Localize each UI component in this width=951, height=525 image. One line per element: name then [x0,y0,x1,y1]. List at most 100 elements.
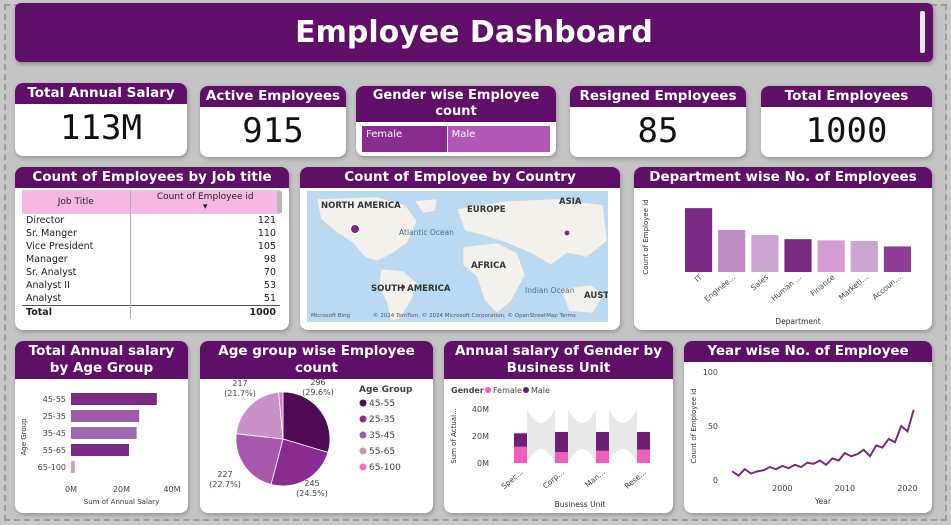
stacked-bar-segment[interactable] [637,431,650,450]
gender-stacked-bar[interactable]: Female Male [362,126,550,152]
y-tick-label: 65-100 [38,463,66,472]
stacked-bar-segment[interactable] [514,433,527,447]
series-line[interactable] [731,409,915,477]
table-row[interactable]: Analyst 51 [22,292,280,306]
table-scrollbar[interactable] [277,191,282,213]
bar[interactable] [718,230,746,272]
count-cell: 110 [129,227,280,240]
stacked-bar-segment[interactable] [596,450,609,463]
stacked-bar-segment[interactable] [555,452,568,463]
x-tick-label: 20M [113,485,130,494]
y-tick-label: 0 [713,476,718,485]
y-tick-label: 40M [472,405,489,414]
kpi-active[interactable]: Active Employees 915 [200,86,346,157]
table-row[interactable]: Director 121 [22,214,280,227]
legend-swatch[interactable] [485,387,491,393]
y-tick-label: 25-35 [43,412,66,421]
pie-slice[interactable] [270,438,329,487]
stacked-bar-segment[interactable] [555,431,568,453]
kpi-total-salary[interactable]: Total Annual Salary 113M [15,83,187,156]
kpi-total[interactable]: Total Employees 1000 [761,86,932,157]
legend-swatch[interactable] [359,447,367,455]
bar[interactable] [883,246,912,272]
map-bubble[interactable] [563,229,571,237]
x-tick-label: Sales [749,273,770,293]
count-cell: 51 [129,292,280,306]
bar[interactable] [71,393,157,405]
ribbon [527,409,555,463]
bar[interactable] [751,234,779,272]
pie-slice[interactable] [282,391,331,453]
year-line-chart[interactable]: Count of Employee id 0 50 100 2000 2010 2020 Ye… [684,362,932,513]
pie-slice[interactable] [235,433,284,485]
map-area[interactable]: NORTH AMERICA EUROPE ASIA AFRICA SOUTH A… [307,191,620,322]
map-bubble[interactable] [350,224,360,234]
slice-value-label: 245 [304,479,319,488]
kpi-resigned[interactable]: Resigned Employees 85 [570,86,746,157]
scrollbar[interactable] [920,11,925,53]
kpi-label: Resigned Employees [570,86,746,107]
x-tick-label: 2000 [772,484,792,493]
bar[interactable] [71,427,137,439]
gender-segment-female[interactable]: Female [362,126,447,152]
column-header-job-title[interactable]: Job Title [22,190,131,214]
column-header-count[interactable]: Count of Employee id ▾ [129,190,280,214]
job-title-table-panel[interactable]: Count of Employees by Job title Job Titl… [15,167,289,330]
department-chart-panel[interactable]: Department wise No. of Employees Count o… [634,167,932,330]
table-viewport[interactable]: Job Title Count of Employee id ▾ Director… [22,190,280,327]
legend-label: Male [531,386,550,395]
legend-swatch[interactable] [359,431,367,439]
bar[interactable] [71,461,75,473]
panel-title: Count of Employees by Job title [15,167,289,188]
age-pie-panel[interactable]: Age group wise Employee count 296 (29.6%)… [200,341,433,513]
stacked-bar-segment[interactable] [637,449,650,464]
job-title-table: Job Title Count of Employee id ▾ Director… [22,190,280,319]
legend-label: Female [493,386,522,395]
panel-title: Year wise No. of Employee [684,341,932,362]
year-line-panel[interactable]: Year wise No. of Employee Count of Emplo… [684,341,932,513]
bar[interactable] [71,410,140,422]
legend-swatch[interactable] [359,415,367,423]
legend-swatch[interactable] [359,463,367,471]
count-cell: 98 [129,253,280,266]
table-row[interactable]: Manager 98 [22,253,280,266]
legend-swatch[interactable] [359,399,367,407]
legend-label: 55-65 [369,447,395,457]
gender-segment-male[interactable]: Male [446,126,550,152]
bar[interactable] [684,208,713,272]
table-row[interactable]: Sr. Manger 110 [22,227,280,240]
x-tick-label: Marketi... [837,273,870,302]
age-pie-chart[interactable]: 296(29.6%) 245(24.5%) 227(22.7%) 217(21.7%)… [200,362,433,513]
x-tick-label: 2010 [835,484,855,493]
pie-slice[interactable] [235,391,284,440]
map-attribution: © 2024 TomTom, © 2024 Microsoft Corporat… [373,312,576,319]
bar[interactable] [71,444,130,456]
map-label: NORTH AMERICA [321,201,401,211]
panel-title: Age group wise Employee count [200,341,433,379]
business-unit-chart[interactable]: Gender Female Male Sum of Actual... 0M 20M 40M… [444,379,673,513]
business-unit-panel[interactable]: Annual salary of Gender by Business Unit… [444,341,673,513]
bing-logo: Microsoft Bing [311,313,350,319]
kpi-label: Active Employees [200,86,346,107]
age-salary-panel[interactable]: Total Annual salary by Age Group Age Gro… [15,341,188,513]
slice-pct-label: (24.5%) [296,489,328,498]
y-axis-label: Count of Employee id [690,388,698,463]
table-row[interactable]: Vice President 105 [22,240,280,253]
map-label: Atlantic Ocean [399,228,454,237]
legend-swatch[interactable] [523,387,529,393]
age-salary-bar-chart[interactable]: Age Group 45-55 25-35 35-45 55-65 65-100 0M 20M… [15,379,188,513]
table-row[interactable]: Sr. Analyst 70 [22,266,280,279]
bar[interactable] [817,240,845,272]
country-map-panel[interactable]: Count of Employee by Country NORTH AMERI… [300,167,620,330]
table-row[interactable]: Analyst II 53 [22,279,280,292]
bar[interactable] [850,240,878,272]
slice-value-label: 296 [310,378,325,387]
map-bubble[interactable] [400,284,406,290]
kpi-value: 915 [242,111,304,151]
bar[interactable] [784,239,812,272]
stacked-bar-segment[interactable] [596,431,609,451]
gender-count-card[interactable]: Gender wise Employee count Female Male [356,86,556,156]
pie-slice[interactable] [278,391,284,440]
stacked-bar-segment[interactable] [514,446,527,463]
